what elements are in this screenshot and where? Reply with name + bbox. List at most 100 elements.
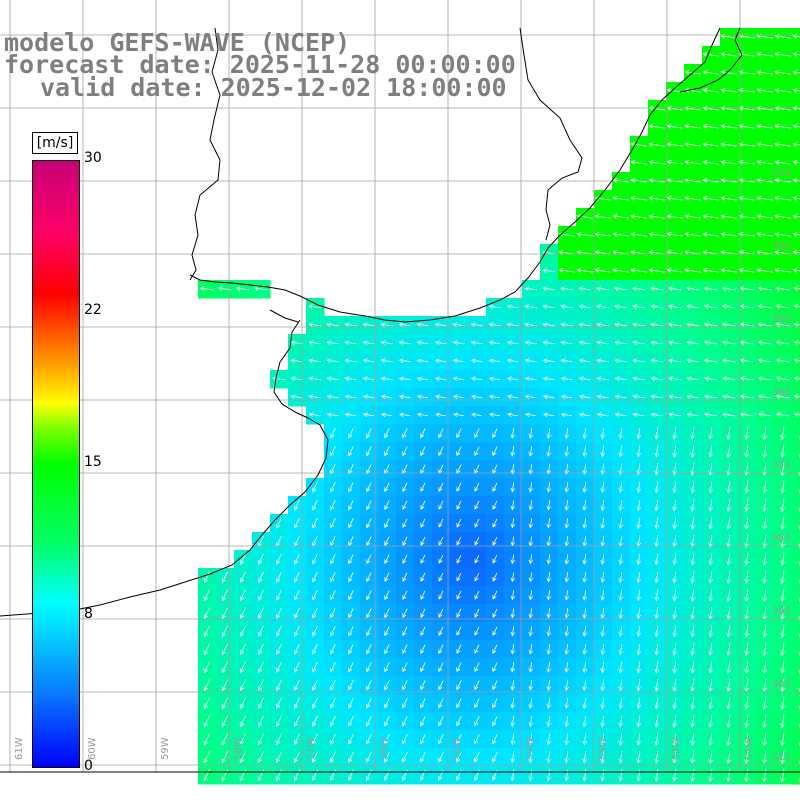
wind-arrow	[438, 482, 444, 492]
wind-arrow	[453, 394, 465, 399]
wind-arrow	[618, 499, 623, 512]
wind-arrow	[380, 340, 393, 345]
wind-arrow	[330, 446, 336, 457]
wind-arrow	[708, 661, 713, 674]
wind-arrow	[402, 626, 408, 637]
wind-arrow	[757, 322, 772, 327]
wind-arrow	[362, 358, 375, 363]
wind-arrow	[546, 554, 552, 565]
wind-cell	[792, 136, 800, 155]
wind-arrow	[564, 518, 570, 529]
wind-arrow	[420, 572, 426, 582]
wind-arrow	[330, 679, 336, 691]
wind-arrow	[564, 481, 569, 493]
wind-arrow	[564, 661, 569, 673]
wind-arrow	[257, 733, 264, 746]
wind-arrow	[239, 625, 246, 637]
wind-arrow	[702, 160, 719, 165]
wind-arrow	[293, 697, 300, 709]
wind-arrow	[420, 500, 426, 510]
wind-arrow	[654, 625, 659, 638]
wind-arrow	[690, 625, 695, 638]
wind-arrow	[780, 534, 785, 549]
wind-arrow	[774, 124, 791, 129]
wind-arrow	[293, 733, 300, 745]
wind-arrow	[686, 358, 700, 363]
wind-arrow	[275, 661, 282, 673]
wind-arrow	[546, 608, 552, 619]
wind-arrow	[546, 482, 552, 493]
wind-arrow	[654, 661, 659, 674]
wind-arrow	[221, 607, 228, 620]
wind-arrow	[792, 52, 800, 57]
wind-arrow	[239, 769, 247, 782]
wind-arrow	[793, 322, 800, 327]
wind-arrow	[546, 427, 551, 439]
wind-arrow	[362, 412, 375, 417]
wind-arrow	[636, 625, 641, 638]
wind-arrow	[456, 644, 462, 655]
wind-arrow	[744, 480, 749, 494]
wind-arrow	[756, 52, 773, 57]
wind-arrow	[528, 733, 533, 746]
wind-arrow	[762, 498, 767, 513]
wind-arrow	[774, 52, 791, 57]
wind-arrow	[221, 751, 229, 764]
colorbar-tick-15: 15	[84, 454, 102, 470]
wind-arrow	[275, 751, 282, 764]
wind-arrow	[524, 394, 537, 399]
wind-arrow	[686, 340, 700, 345]
wind-arrow	[326, 376, 339, 381]
wind-arrow	[654, 733, 659, 746]
wind-arrow	[560, 394, 573, 399]
wind-arrow	[510, 769, 515, 782]
wind-arrow	[684, 160, 701, 165]
wind-arrow	[708, 499, 713, 512]
wind-arrow	[492, 608, 498, 618]
wind-arrow	[398, 322, 411, 327]
wind-arrow	[348, 518, 354, 529]
wind-arrow	[221, 661, 228, 674]
wind-arrow	[510, 482, 516, 493]
wind-arrow	[546, 697, 551, 709]
wind-arrow	[708, 445, 713, 458]
wind-cell	[792, 658, 800, 677]
wind-cell	[792, 244, 800, 263]
wind-arrow	[726, 589, 731, 602]
wind-arrow	[582, 571, 587, 583]
lat-label: 33S	[772, 168, 792, 179]
wind-arrow	[366, 662, 372, 673]
wind-arrow	[384, 608, 390, 619]
wind-arrow	[326, 340, 339, 345]
wind-arrow	[685, 322, 700, 327]
wind-arrow	[780, 516, 785, 531]
wind-arrow	[434, 358, 447, 363]
wind-arrow	[762, 696, 767, 711]
wind-cell	[792, 154, 800, 173]
wind-arrow	[744, 768, 749, 783]
wind-arrow	[703, 358, 718, 363]
wind-arrow	[744, 570, 749, 584]
wind-arrow	[474, 536, 480, 546]
wind-arrow	[630, 214, 647, 219]
river-border-west	[189, 27, 221, 281]
wind-arrow	[720, 232, 737, 237]
wind-arrow	[312, 608, 318, 619]
wind-arrow	[756, 88, 773, 93]
wind-arrow	[654, 499, 659, 512]
wind-arrow	[792, 88, 800, 93]
wind-arrow	[546, 590, 552, 601]
wind-arrow	[402, 446, 408, 457]
wind-arrow	[366, 428, 372, 439]
wind-arrow	[702, 52, 719, 57]
wind-arrow	[600, 643, 605, 656]
wind-arrow	[235, 286, 250, 291]
wind-arrow	[492, 446, 498, 457]
wind-arrow	[708, 643, 713, 656]
wind-arrow	[452, 376, 465, 381]
wind-arrow	[380, 412, 393, 417]
wind-arrow	[257, 661, 264, 673]
wind-arrow	[738, 196, 755, 201]
wind-arrow	[757, 412, 772, 417]
